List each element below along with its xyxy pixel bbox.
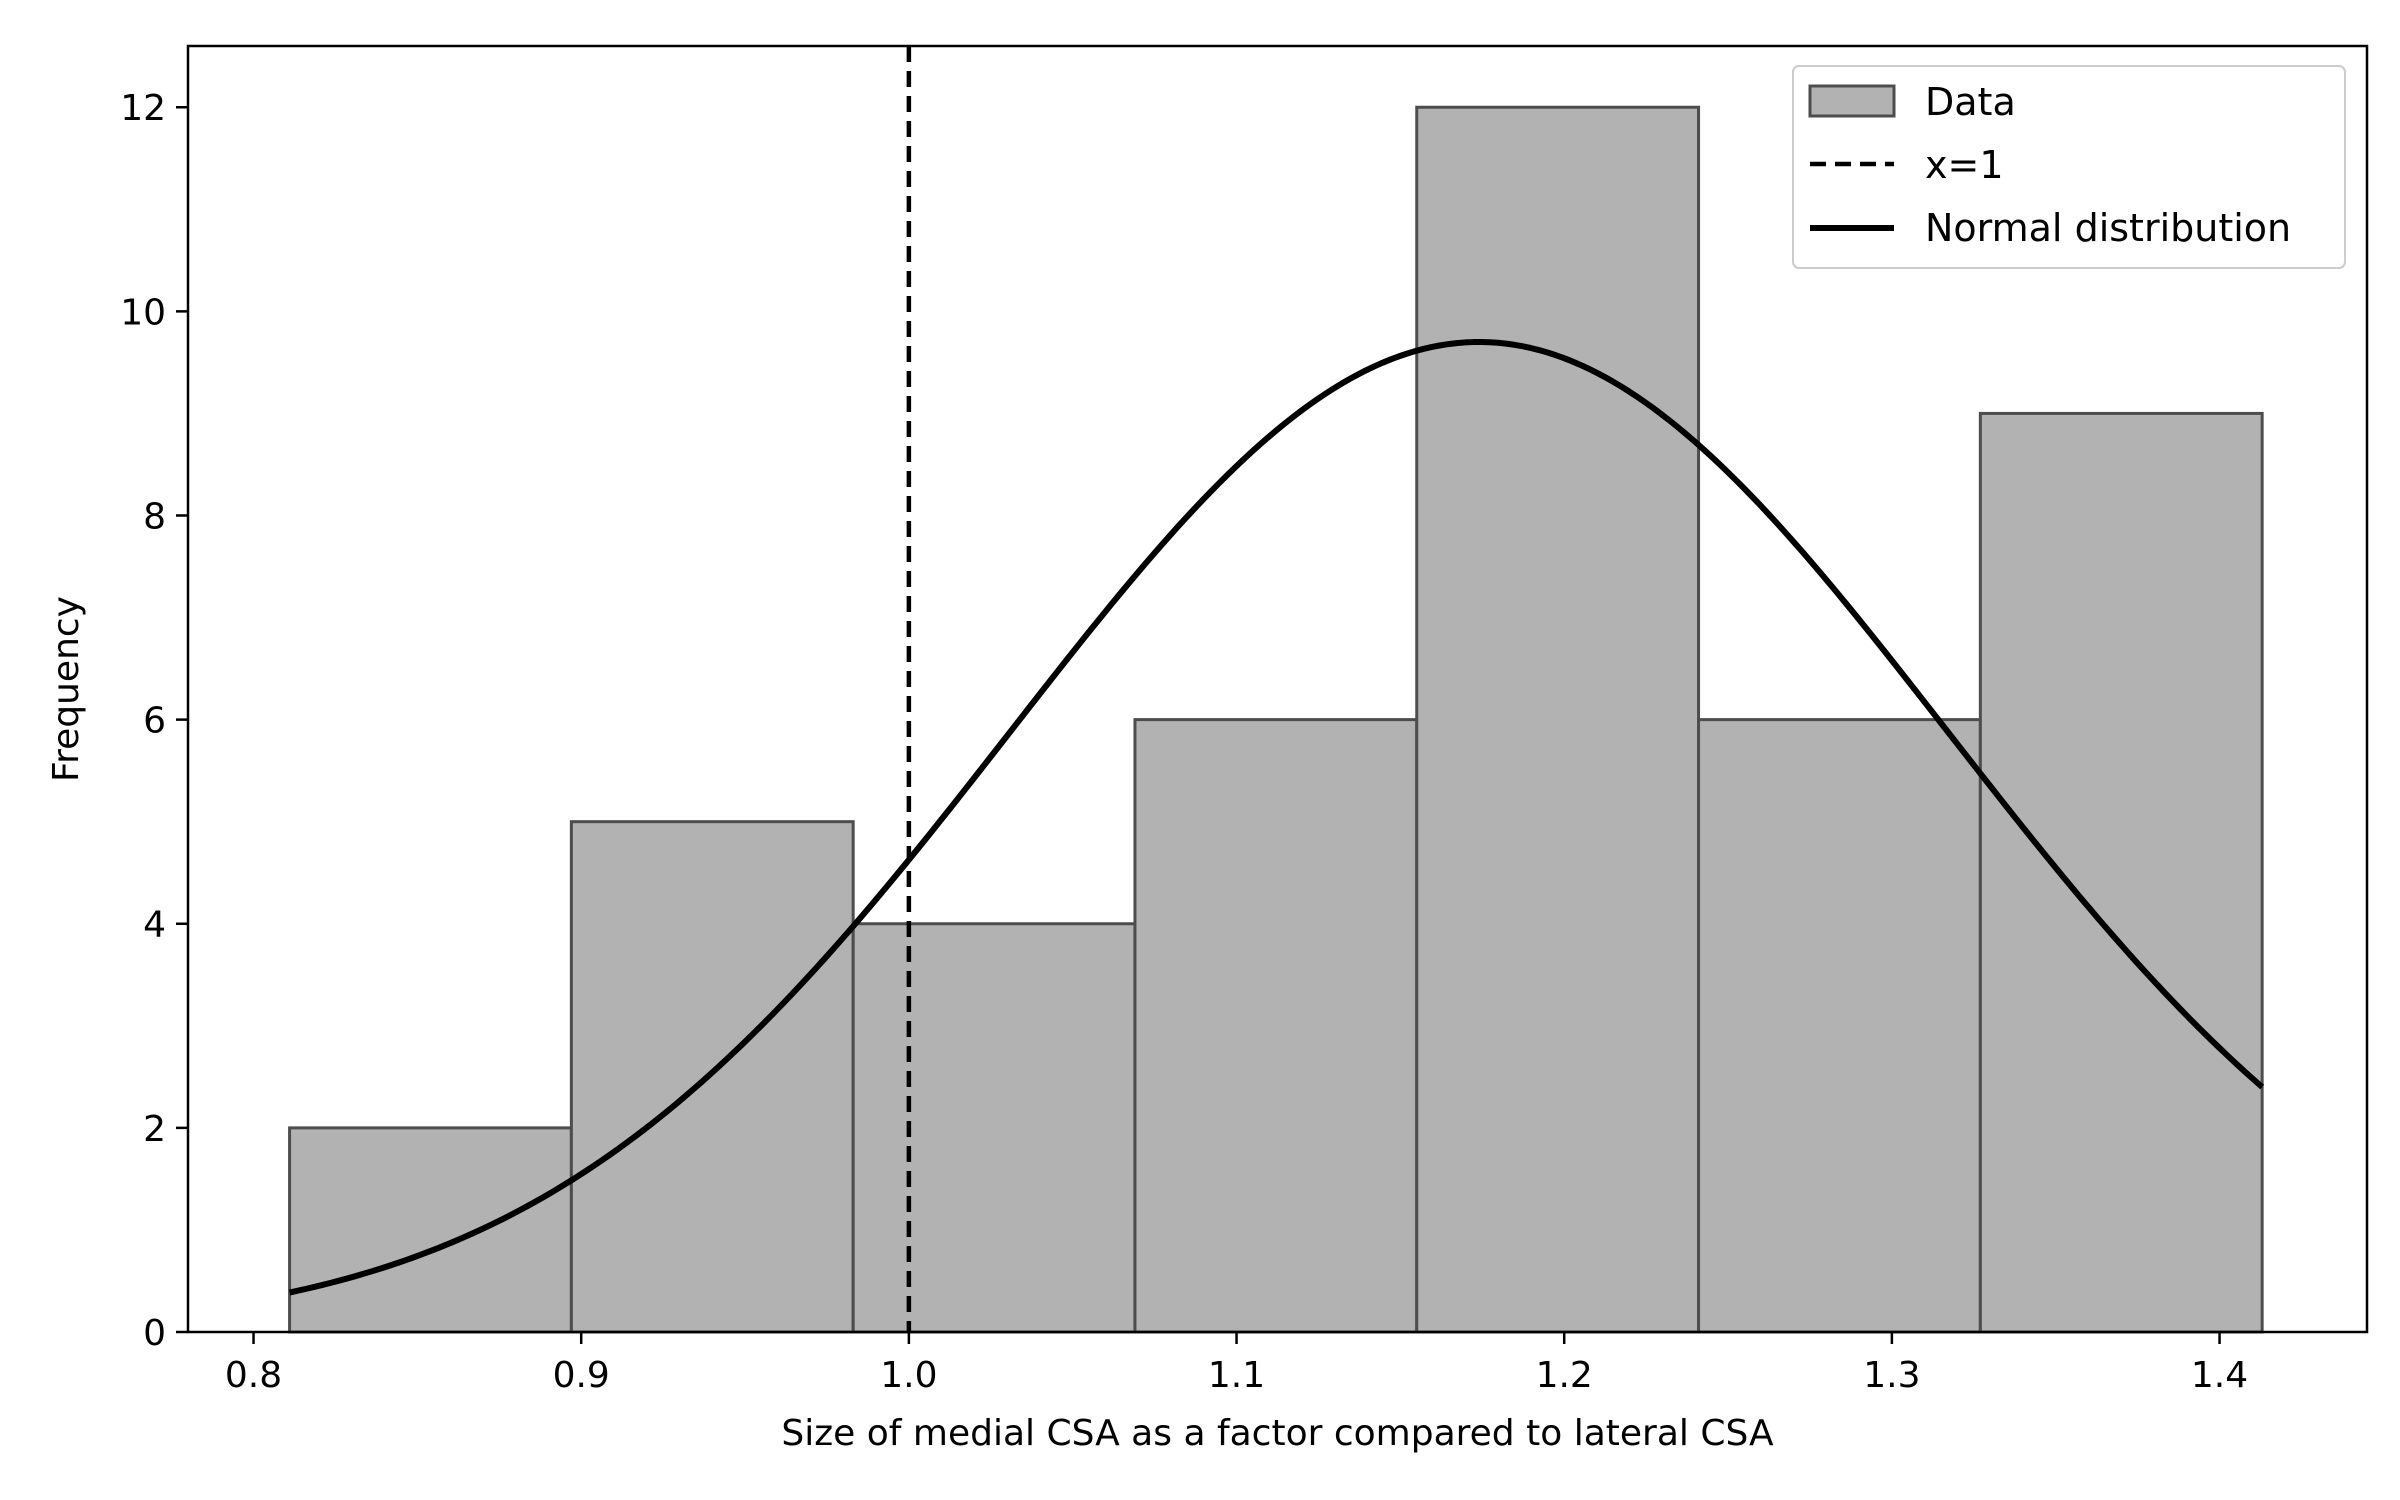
legend-label-data: Data (1925, 80, 2016, 124)
histogram-bar-6 (1697, 718, 1982, 1334)
y-axis-title: Frequency (46, 596, 87, 782)
histogram-bar-7 (1978, 411, 2264, 1334)
normal-distribution-curve (288, 339, 2265, 1296)
y-tick-label: 0 (143, 1313, 166, 1354)
legend-label-normal: Normal distribution (1925, 206, 2291, 250)
y-tick-label: 10 (120, 292, 166, 333)
x-tick-label: 1.2 (1536, 1355, 1593, 1396)
legend-label-x1: x=1 (1925, 143, 2004, 187)
histogram-bar-4 (1133, 718, 1419, 1334)
y-tick-label: 8 (143, 496, 166, 537)
legend-swatch-data (1808, 84, 1896, 118)
x-tick-label: 1.1 (1208, 1355, 1265, 1396)
histogram-bar-1 (288, 1126, 573, 1334)
x-tick-label: 1.4 (2191, 1355, 2248, 1396)
x-axis-ticks: 0.8 0.9 1.0 1.1 1.2 1.3 1.4 (225, 1332, 2248, 1396)
y-tick-label: 2 (143, 1109, 166, 1150)
normal-curve-group (288, 339, 2265, 1296)
y-axis-ticks: 0 2 4 6 8 10 12 (120, 88, 188, 1354)
x-tick-label: 0.8 (225, 1355, 282, 1396)
histogram-bar-3 (851, 922, 1137, 1334)
legend: Data x=1 Normal distribution (1792, 65, 2346, 269)
histogram-bar-2 (569, 820, 855, 1334)
histogram-bar-5 (1415, 105, 1701, 1334)
y-tick-label: 4 (143, 905, 166, 946)
x-axis-title: Size of medial CSA as a factor compared … (781, 1413, 1774, 1454)
legend-box (1792, 65, 2346, 269)
plot-frame (186, 44, 2369, 1334)
x-tick-label: 1.0 (880, 1355, 937, 1396)
x-tick-label: 0.9 (553, 1355, 610, 1396)
y-tick-label: 12 (120, 88, 166, 129)
y-tick-label: 6 (143, 701, 166, 742)
histogram-bars (288, 105, 2264, 1334)
x-tick-label: 1.3 (1863, 1355, 1920, 1396)
